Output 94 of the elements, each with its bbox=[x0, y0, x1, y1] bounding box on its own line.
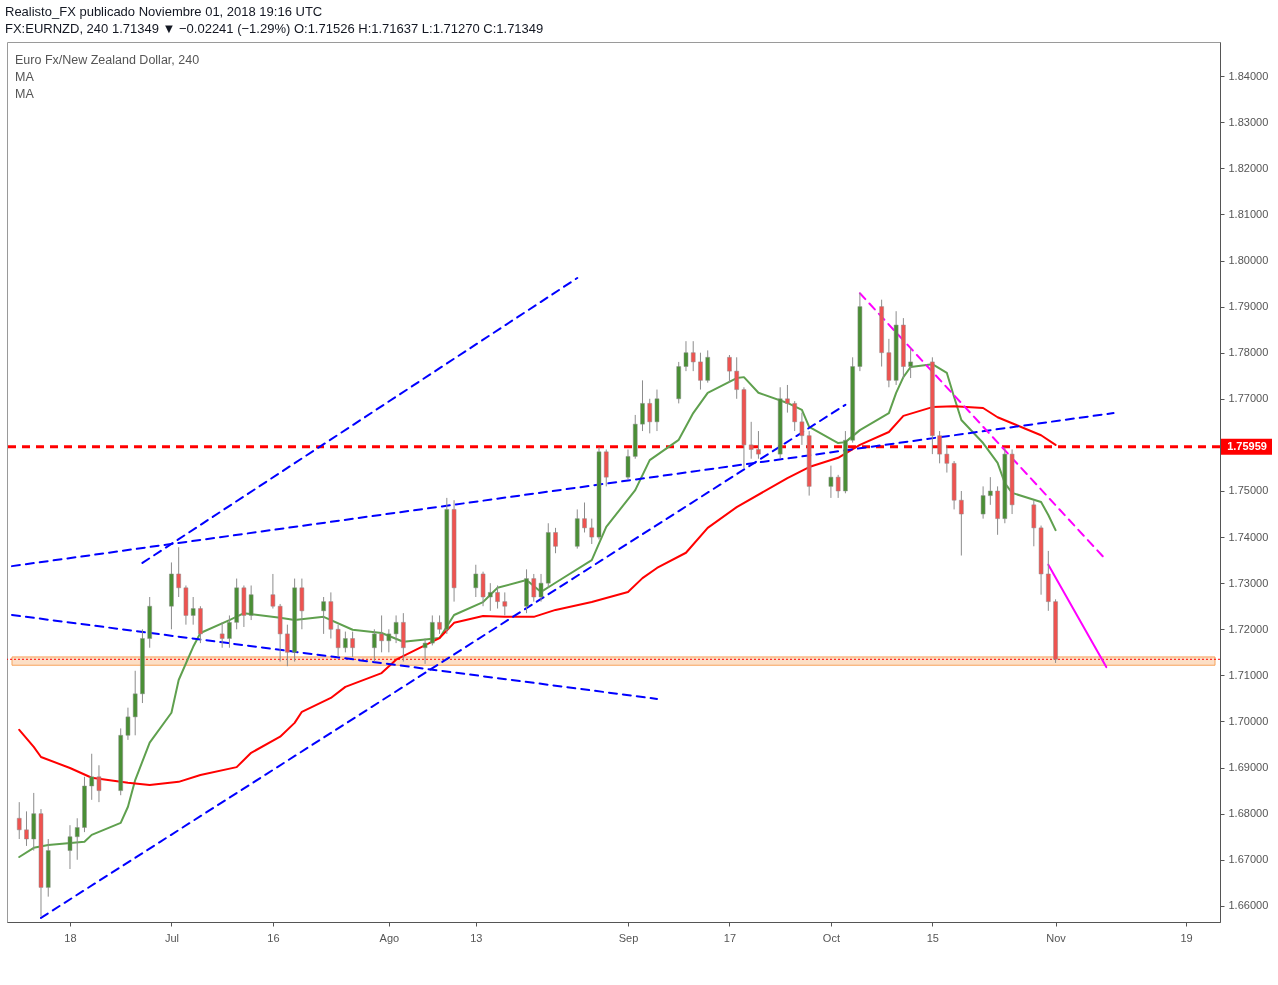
x-tick-label: 13 bbox=[470, 931, 483, 944]
candlestick bbox=[125, 707, 131, 741]
candlestick bbox=[248, 584, 254, 621]
candlestick bbox=[1031, 499, 1037, 547]
candlestick bbox=[683, 340, 689, 372]
ref-line-label: 1.75959 bbox=[1227, 439, 1267, 452]
x-tick-label: 17 bbox=[723, 931, 737, 944]
chart-title: FX:EURNZD, 240 1.71349 ▼ −0.02241 (−1.29%) O:1.71526 H:1.71637 L:1.71270 C:1.71349 bbox=[5, 21, 544, 36]
y-tick-label: 1.71000 bbox=[1228, 668, 1269, 681]
candlestick bbox=[343, 631, 348, 653]
candlestick bbox=[705, 349, 710, 384]
candlestick bbox=[285, 624, 290, 667]
candlestick bbox=[756, 430, 761, 460]
candlestick bbox=[393, 614, 399, 644]
candlestick bbox=[502, 591, 508, 616]
x-tick-label: 19 bbox=[1180, 931, 1193, 944]
candlestick bbox=[132, 670, 138, 736]
candlestick bbox=[219, 621, 225, 649]
line-series bbox=[18, 363, 1057, 858]
candlestick bbox=[828, 465, 834, 499]
x-tick-label: 18 bbox=[64, 931, 77, 944]
candlestick bbox=[589, 518, 595, 545]
text: Realisto_FX publicado Noviembre 01, 2018 19:16 UTC bbox=[5, 4, 323, 19]
candlestick bbox=[480, 571, 486, 607]
candlestick bbox=[959, 490, 964, 557]
candlestick bbox=[386, 628, 392, 653]
candlestick bbox=[17, 801, 22, 840]
candlestick bbox=[67, 824, 73, 870]
y-tick-label: 1.67000 bbox=[1228, 853, 1269, 866]
candlestick bbox=[727, 354, 732, 384]
y-tick-label: 1.81000 bbox=[1228, 207, 1269, 220]
candlestick bbox=[379, 614, 384, 653]
y-tick-label: 1.70000 bbox=[1228, 714, 1269, 727]
candlestick bbox=[74, 817, 80, 861]
candlestick bbox=[190, 596, 196, 626]
y-tick-label: 1.79000 bbox=[1228, 300, 1269, 313]
candlestick bbox=[495, 584, 500, 610]
candlestick bbox=[24, 810, 29, 847]
text: Euro Fx/New Zealand Dollar, 240 bbox=[15, 53, 200, 67]
x-tick-label: Nov bbox=[1046, 931, 1067, 944]
x-tick-label: Ago bbox=[379, 931, 400, 944]
y-tick-label: 1.78000 bbox=[1228, 346, 1269, 359]
candlestick bbox=[321, 596, 326, 635]
annotation: MA bbox=[15, 70, 35, 84]
candlestick bbox=[690, 340, 696, 372]
candlestick bbox=[430, 614, 435, 646]
candlestick bbox=[980, 485, 986, 520]
y-tick-label: 1.68000 bbox=[1228, 807, 1269, 820]
candlestick bbox=[531, 573, 537, 603]
y-tick-label: 1.69000 bbox=[1228, 761, 1269, 774]
x-tick-label: Jul bbox=[164, 931, 179, 944]
x-tick-label: Sep bbox=[618, 931, 639, 944]
candlestick bbox=[422, 638, 428, 665]
candlestick bbox=[647, 398, 652, 434]
x-tick-label: 15 bbox=[926, 931, 939, 944]
y-tick-label: 1.82000 bbox=[1228, 161, 1269, 174]
y-tick-label: 1.77000 bbox=[1228, 392, 1269, 405]
x-tick-label: 16 bbox=[267, 931, 280, 944]
candlestick bbox=[988, 476, 993, 506]
candlestick bbox=[748, 421, 754, 460]
candlestick bbox=[176, 546, 181, 598]
candlestick bbox=[227, 614, 232, 649]
candlestick bbox=[640, 379, 645, 432]
candlestick bbox=[835, 474, 841, 499]
candlestick bbox=[908, 347, 913, 379]
candlestick bbox=[792, 400, 797, 432]
candlestick bbox=[734, 356, 739, 400]
y-tick-label: 1.84000 bbox=[1228, 69, 1269, 82]
candlestick bbox=[698, 352, 703, 391]
y-tick-label: 1.66000 bbox=[1228, 899, 1269, 912]
candlestick bbox=[437, 614, 442, 635]
candlestick bbox=[582, 502, 587, 533]
candlestick bbox=[488, 582, 493, 612]
x-tick-label: Oct bbox=[822, 931, 840, 944]
candlestick bbox=[538, 573, 544, 603]
candlestick bbox=[473, 564, 479, 598]
y-tick-label: 1.74000 bbox=[1228, 530, 1269, 543]
y-tick-label: 1.83000 bbox=[1228, 115, 1269, 128]
candlestick bbox=[785, 384, 790, 414]
y-tick-label: 1.73000 bbox=[1228, 576, 1269, 589]
annotation: MA bbox=[15, 87, 35, 101]
candlestick bbox=[299, 578, 305, 630]
candlestick bbox=[625, 449, 631, 480]
y-tick-label: 1.75000 bbox=[1228, 484, 1269, 497]
candlestick bbox=[799, 412, 805, 446]
candlestick bbox=[89, 753, 94, 801]
candlestick bbox=[350, 631, 355, 658]
y-tick-label: 1.72000 bbox=[1228, 622, 1269, 635]
candlestick bbox=[96, 764, 102, 803]
candlestick bbox=[553, 527, 558, 554]
candlestick bbox=[372, 628, 377, 663]
candlestick bbox=[654, 389, 660, 432]
candlestick bbox=[937, 430, 942, 464]
y-tick-label: 1.80000 bbox=[1228, 254, 1269, 266]
